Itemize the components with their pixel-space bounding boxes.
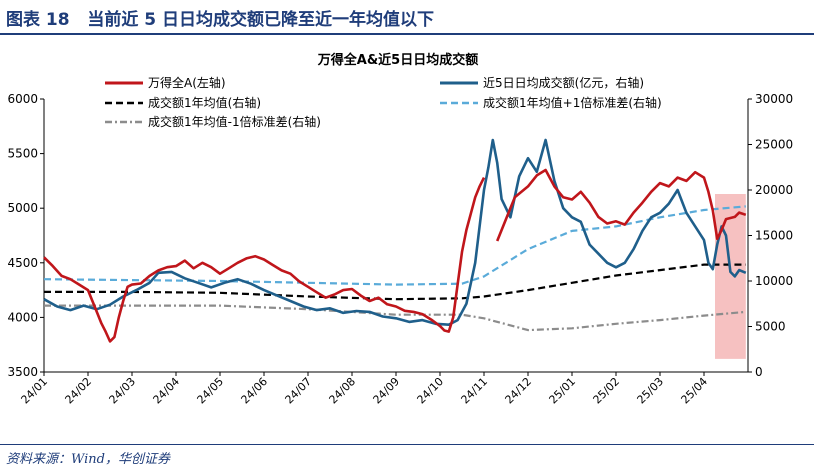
legend-label: 近5日日均成交额(亿元，右轴) — [483, 75, 644, 90]
y-right-tick-label: 30000 — [755, 92, 793, 106]
x-tick-label: 24/07 — [283, 375, 315, 407]
chart-title: 万得全A&近5日日均成交额 — [317, 52, 478, 68]
x-tick-label: 24/04 — [151, 375, 183, 407]
y-left-tick-label: 4500 — [7, 256, 38, 270]
figure-label: 图表 18 — [6, 10, 70, 30]
y-right-tick-label: 15000 — [755, 229, 793, 243]
y-left-tick-label: 5000 — [7, 201, 38, 215]
source-note: 资料来源：Wind，华创证券 — [6, 452, 170, 467]
series-line-5 — [44, 304, 746, 332]
series-layer — [43, 138, 747, 343]
x-tick-label: 24/11 — [459, 375, 491, 407]
axes-layer: 3500 4000 4500 5000 5500 6000 0 5000 10000 15000 2… — [7, 92, 793, 407]
series-line-2 — [43, 138, 747, 326]
legend-label: 成交额1年均值(右轴) — [148, 95, 261, 110]
figure-header: 图表 18 当前近 5 日日均成交额已降至近一年均值以下 — [0, 0, 814, 36]
x-tick-label: 24/06 — [239, 375, 271, 407]
x-tick-label: 24/05 — [195, 375, 227, 407]
y-right-tick-label: 25000 — [755, 138, 793, 152]
y-right-tick-label: 5000 — [755, 320, 786, 334]
x-tick-label: 24/09 — [371, 375, 403, 407]
series-line-0 — [43, 177, 486, 343]
legend-label: 成交额1年均值-1倍标准差(右轴) — [148, 114, 321, 129]
legend-label: 万得全A(左轴) — [148, 75, 226, 90]
x-tick-label: 25/02 — [591, 375, 623, 407]
series-line-3 — [44, 263, 746, 301]
legend: 万得全A(左轴) 近5日日均成交额(亿元，右轴) 成交额1年均值(右轴) 成交额1年均… — [105, 75, 662, 129]
x-tick-label: 25/03 — [635, 375, 667, 407]
highlight-band — [715, 194, 746, 359]
highlight-layer — [715, 194, 746, 359]
y-left-tick-label: 6000 — [7, 92, 38, 106]
x-tick-label: 24/01 — [19, 375, 51, 407]
y-right-tick-label: 20000 — [755, 183, 793, 197]
series-line-1 — [495, 168, 747, 242]
x-tick-label: 24/10 — [415, 375, 447, 407]
header-rule — [0, 33, 814, 35]
y-left-tick-label: 5500 — [7, 147, 38, 161]
series-line-4 — [43, 205, 746, 286]
chart: 万得全A&近5日日均成交额 3500 4000 4500 5000 5500 6000 0 5… — [7, 52, 793, 407]
x-tick-label: 24/02 — [63, 375, 95, 407]
figure-title: 图表 18 当前近 5 日日均成交额已降至近一年均值以下 — [6, 5, 434, 30]
y-left-tick-label: 3500 — [7, 365, 38, 379]
x-tick-label: 24/08 — [327, 375, 359, 407]
y-left-tick-label: 4000 — [7, 310, 38, 324]
x-tick-label: 24/12 — [503, 375, 535, 407]
x-tick-label: 25/01 — [547, 375, 579, 407]
y-right-tick-label: 10000 — [755, 274, 793, 288]
footer-rule — [0, 444, 814, 445]
figure-caption: 当前近 5 日日均成交额已降至近一年均值以下 — [87, 10, 435, 30]
legend-label: 成交额1年均值+1倍标准差(右轴) — [483, 95, 662, 110]
y-right-tick-label: 0 — [755, 365, 763, 379]
x-tick-label: 25/04 — [679, 375, 711, 407]
x-tick-label: 24/03 — [107, 375, 139, 407]
